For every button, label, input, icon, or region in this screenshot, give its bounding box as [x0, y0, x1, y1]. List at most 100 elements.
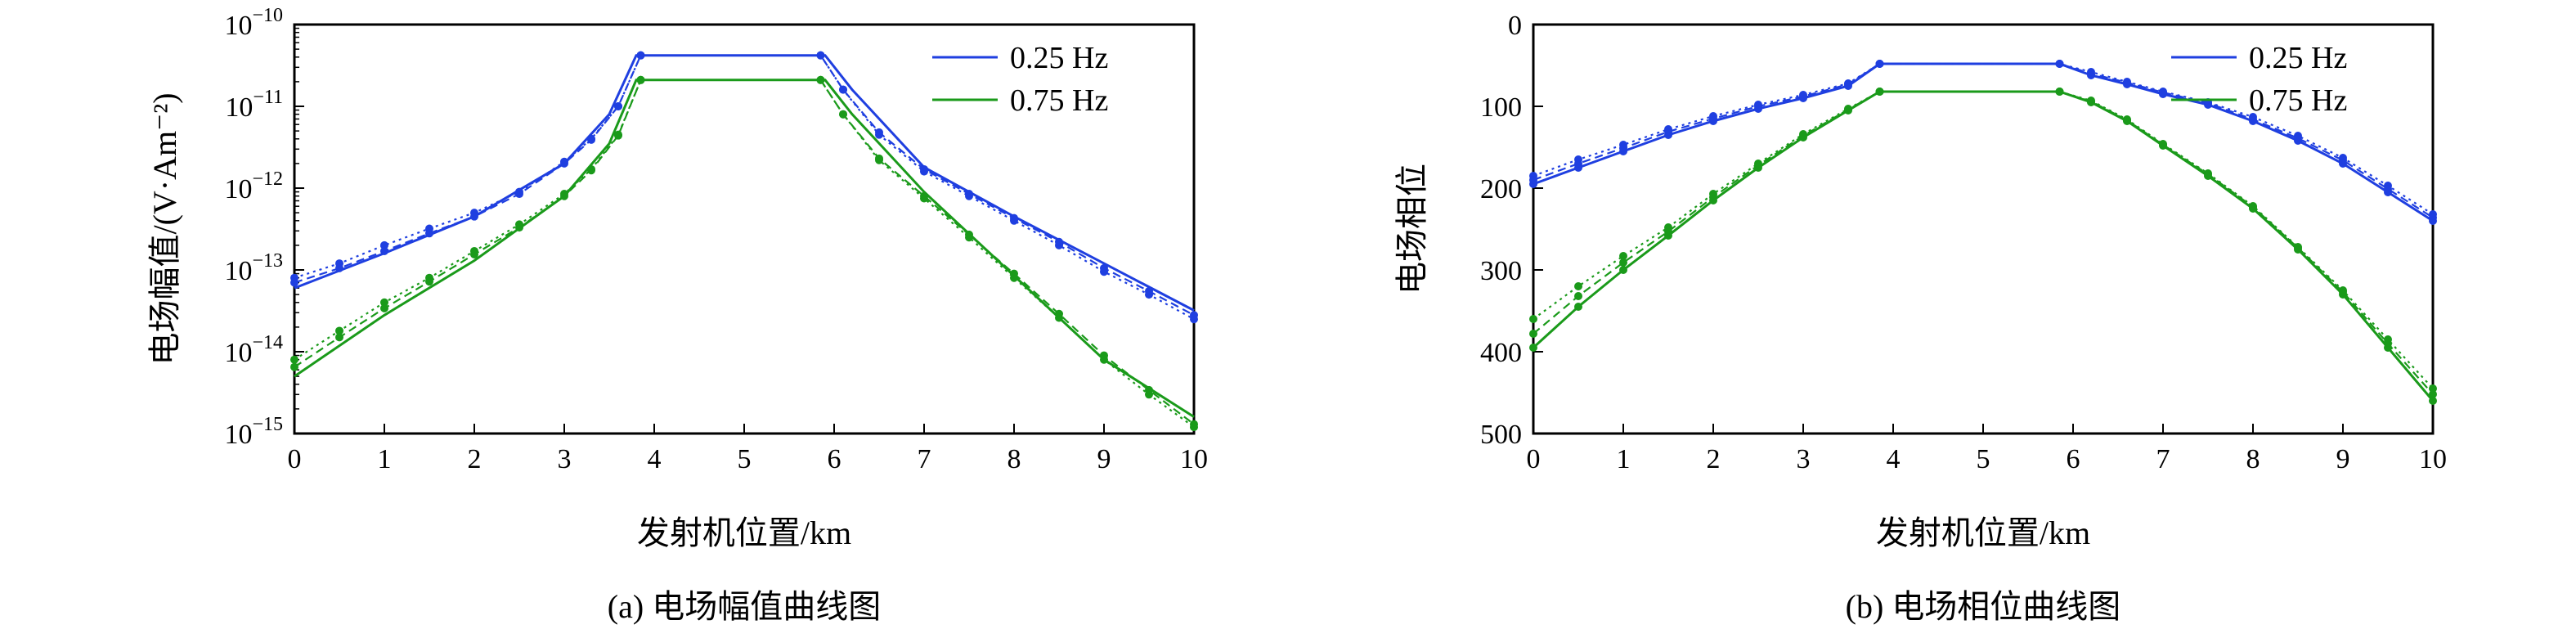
- panel-b-x-tick-label: 9: [2336, 444, 2350, 474]
- panel-a-data-point: [560, 191, 568, 200]
- panel-b-data-point: [2159, 88, 2167, 97]
- panel-a-data-point: [380, 298, 388, 307]
- panel-b-data-point: [2294, 134, 2302, 142]
- panel-b-data-point: [1529, 330, 1537, 338]
- panel-b-data-point: [2123, 79, 2131, 87]
- panel-a-x-tick-label: 4: [648, 444, 662, 474]
- panel-a-data-point: [380, 246, 388, 255]
- panel-a-series-line: [294, 54, 1195, 321]
- panel-b-x-axis-label: 发射机位置/km: [1876, 514, 2090, 551]
- panel-b-data-point: [1619, 258, 1627, 267]
- panel-a-x-axis-label: 发射机位置/km: [637, 514, 851, 551]
- panel-a-x-tick-label: 0: [288, 444, 302, 474]
- panel-b-x-tick-label: 4: [1887, 444, 1901, 474]
- panel-b-data-point: [2123, 116, 2131, 124]
- panel-b-data-point: [2384, 339, 2392, 348]
- panel-a-data-point: [875, 154, 883, 163]
- panel-a-data-point: [875, 128, 883, 137]
- panel-a-data-point: [335, 263, 343, 272]
- panel-b-x-tick-label: 7: [2156, 444, 2170, 474]
- panel-b-data-point: [2429, 390, 2437, 398]
- panel-a-data-point: [1100, 263, 1108, 272]
- panel-b-data-point: [1619, 144, 1627, 152]
- panel-b-x-tick-label: 10: [2419, 444, 2447, 474]
- panel-b-x-tick-label: 2: [1707, 444, 1721, 474]
- panel-b-data-point: [1709, 193, 1717, 201]
- panel-b-data-point: [1529, 344, 1537, 352]
- panel-a-data-point: [1055, 237, 1063, 246]
- panel-a-data-point: [425, 229, 433, 238]
- panel-b-data-point: [2384, 185, 2392, 193]
- panel-a-data-point: [425, 277, 433, 286]
- panel-b-legend-label: 0.25 Hz: [2249, 41, 2347, 75]
- panel-a-data-point: [515, 223, 523, 232]
- panel-a-data-point: [335, 326, 343, 335]
- panel-b-data-point: [2249, 203, 2257, 211]
- panel-b-x-tick-label: 6: [2067, 444, 2080, 474]
- panel-b-data-point: [1619, 252, 1627, 260]
- panel-a-data-point: [380, 303, 388, 312]
- panel-a-x-tick-label: 6: [828, 444, 841, 474]
- panel-a-legend-label: 0.75 Hz: [1010, 83, 1108, 118]
- panel-b-y-tick-label: 300: [1480, 256, 1522, 286]
- panel-b-data-point: [1754, 161, 1762, 169]
- panel-a-data-point: [816, 51, 825, 60]
- panel-a-y-axis-label: 电场幅值/(V·Am⁻²): [146, 92, 183, 365]
- panel-a-caption: (a) 电场幅值曲线图: [608, 588, 881, 625]
- panel-a-legend-label: 0.25 Hz: [1010, 41, 1108, 75]
- panel-a-data-point: [920, 191, 928, 200]
- panel-a-data-point: [920, 164, 928, 173]
- panel-a-data-point: [587, 166, 595, 175]
- panel-b-data-point: [2429, 213, 2437, 222]
- panel-a-x-tick-label: 7: [918, 444, 931, 474]
- panel-b-data-point: [2294, 244, 2302, 252]
- panel-a-data-point: [290, 278, 298, 287]
- panel-b-y-axis-label: 电场相位: [1393, 164, 1430, 294]
- panel-a-x-tick-label: 5: [738, 444, 752, 474]
- panel-b-series: [1529, 60, 2437, 405]
- panel-a-legend: 0.25 Hz 0.75 Hz: [932, 41, 1108, 118]
- panel-a-data-point: [636, 51, 645, 60]
- panel-a-data-point: [839, 85, 847, 94]
- panel-b-y-tick-label: 500: [1480, 420, 1522, 450]
- panel-b-data-point: [1574, 160, 1582, 168]
- panel-a-x-tick-label: 2: [468, 444, 482, 474]
- panel-b-data-point: [1844, 80, 1852, 88]
- panel-b-data-point: [2339, 156, 2347, 164]
- panel-a-series: [290, 51, 1198, 432]
- panel-b-x-tick-label: 8: [2246, 444, 2260, 474]
- panel-a-data-point: [965, 190, 973, 199]
- panel-b-x-tick-label: 5: [1977, 444, 1990, 474]
- panel-b-legend-label: 0.75 Hz: [2249, 83, 2347, 118]
- panel-a-data-point: [614, 131, 622, 140]
- panel-a-data-point: [470, 212, 478, 221]
- panel-a-series-line: [294, 54, 1195, 317]
- panel-a-data-point: [515, 190, 523, 199]
- panel-a-data-point: [560, 159, 568, 168]
- panel-b-caption: (b) 电场相位曲线图: [1846, 588, 2121, 625]
- panel-a-y-tick-label: 10−15: [224, 414, 283, 450]
- panel-b-data-point: [2087, 97, 2095, 106]
- panel-b-data-point: [2204, 170, 2212, 178]
- panel-a-y-tick-label: 10−14: [224, 332, 283, 368]
- panel-a-x-tick-label: 9: [1097, 444, 1111, 474]
- panel-b-data-point: [2159, 141, 2167, 149]
- panel-b-data-point: [1799, 132, 1807, 140]
- panel-a-data-point: [1145, 286, 1153, 295]
- panel-b-data-point: [1709, 115, 1717, 123]
- panel-b-data-point: [1574, 292, 1582, 300]
- panel-b-legend: 0.25 Hz 0.75 Hz: [2171, 41, 2347, 118]
- panel-a-data-point: [290, 355, 298, 364]
- panel-b-data-point: [1844, 106, 1852, 114]
- panel-a-series-line: [294, 79, 1195, 425]
- panel-b-data-point: [1664, 227, 1672, 236]
- panel-b-data-point: [1529, 176, 1537, 184]
- panel-b-data-point: [2055, 60, 2064, 68]
- panel-b-x-tick-label: 0: [1527, 444, 1541, 474]
- panel-a-data-point: [380, 240, 388, 249]
- panel-b-y-tick-label: 100: [1480, 92, 1522, 123]
- panel-a-x-tick-label: 10: [1180, 444, 1208, 474]
